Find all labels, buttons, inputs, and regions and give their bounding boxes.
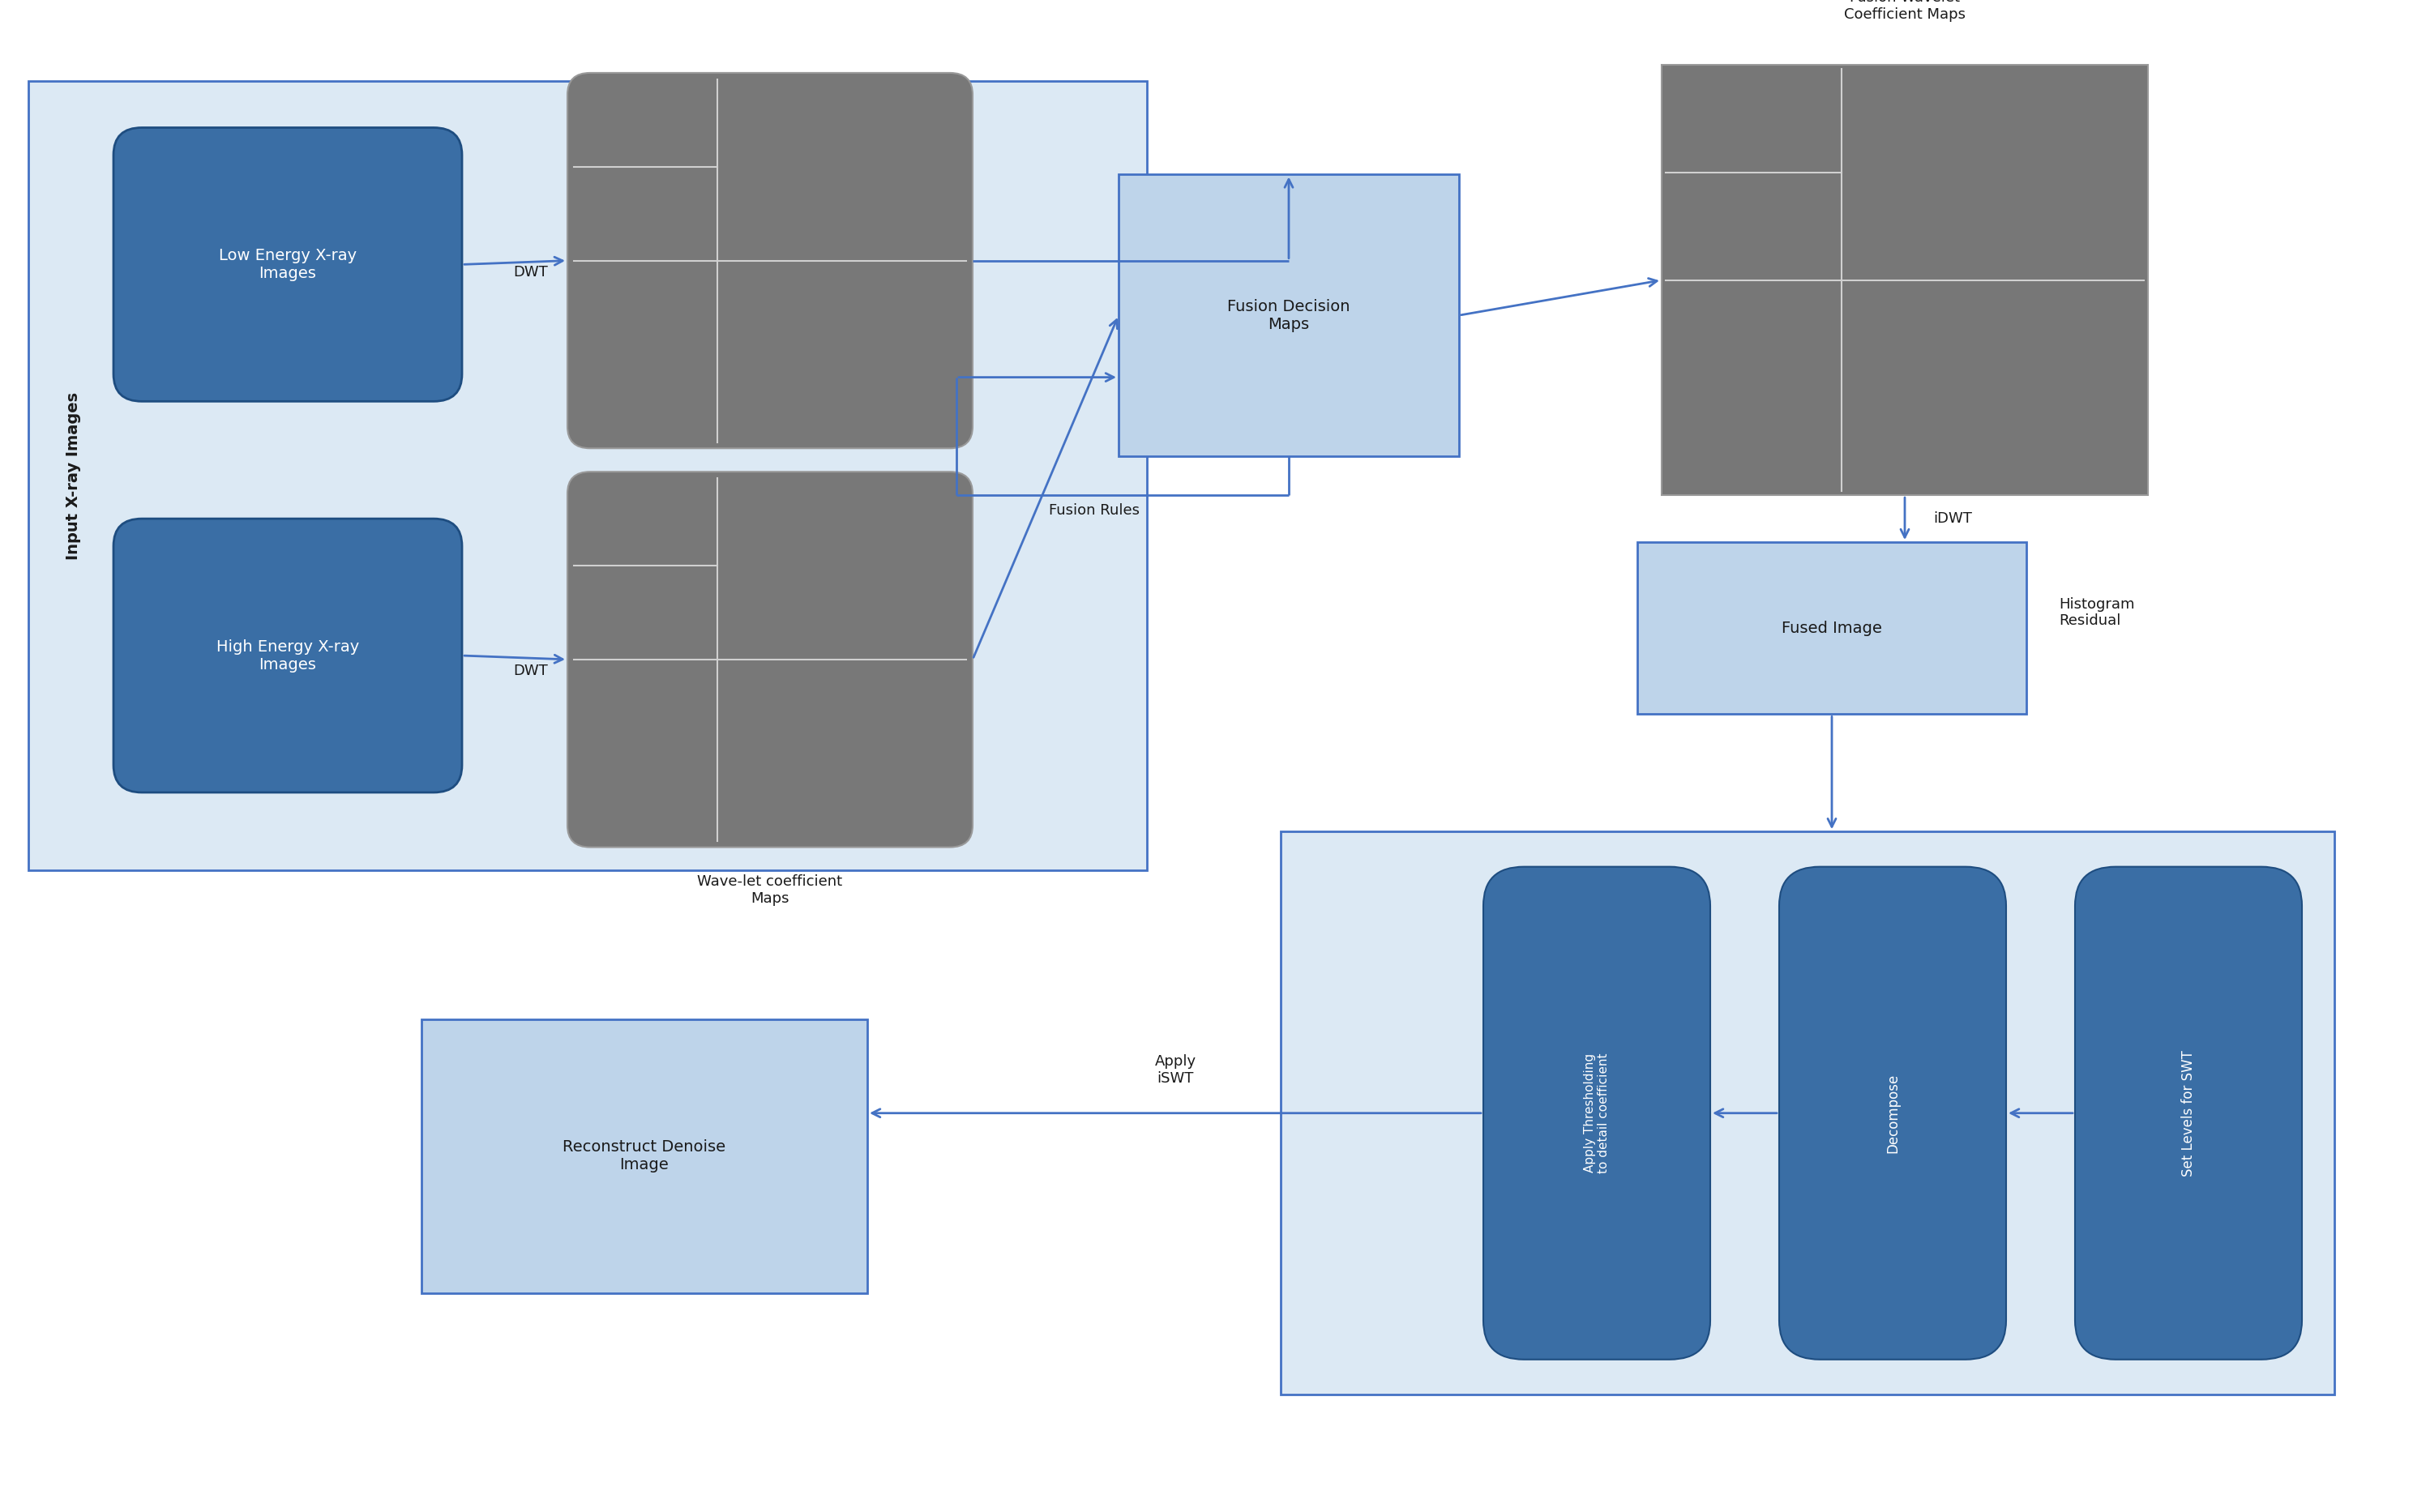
Text: Set Levels for SWT: Set Levels for SWT — [2181, 1049, 2196, 1176]
Text: Fused Image: Fused Image — [1781, 620, 1882, 637]
FancyBboxPatch shape — [567, 73, 972, 448]
FancyBboxPatch shape — [113, 127, 461, 401]
Text: Input X-ray Images: Input X-ray Images — [65, 392, 80, 559]
FancyBboxPatch shape — [1778, 866, 2005, 1359]
Bar — [29, 80, 1146, 871]
Text: Wave-let coefficient
Maps: Wave-let coefficient Maps — [697, 874, 842, 906]
Bar — [1120, 174, 1460, 457]
Text: Apply
iSWT: Apply iSWT — [1153, 1054, 1197, 1086]
Bar — [1281, 832, 2333, 1394]
Text: High Energy X-ray
Images: High Energy X-ray Images — [217, 640, 360, 673]
Text: Fusion Decision
Maps: Fusion Decision Maps — [1228, 299, 1351, 333]
Text: DWT: DWT — [514, 664, 548, 679]
Text: Apply Thresholding
to detail coefficient: Apply Thresholding to detail coefficient — [1583, 1052, 1609, 1173]
FancyBboxPatch shape — [2075, 866, 2302, 1359]
Bar — [1663, 65, 2148, 496]
Text: Decompose: Decompose — [1885, 1074, 1899, 1154]
Text: DWT: DWT — [514, 265, 548, 280]
FancyBboxPatch shape — [113, 519, 461, 792]
FancyBboxPatch shape — [1484, 866, 1711, 1359]
Text: Low Energy X-ray
Images: Low Energy X-ray Images — [220, 248, 357, 281]
Text: Histogram
Residual: Histogram Residual — [2058, 597, 2136, 629]
Bar — [1638, 543, 2027, 714]
Bar — [422, 1019, 866, 1293]
FancyBboxPatch shape — [567, 472, 972, 847]
Text: Reconstruct Denoise
Image: Reconstruct Denoise Image — [562, 1140, 726, 1173]
Text: Fusion Wavelet
Coefficient Maps: Fusion Wavelet Coefficient Maps — [1844, 0, 1967, 23]
Text: Fusion Rules: Fusion Rules — [1050, 503, 1139, 517]
Text: iDWT: iDWT — [1933, 511, 1971, 526]
